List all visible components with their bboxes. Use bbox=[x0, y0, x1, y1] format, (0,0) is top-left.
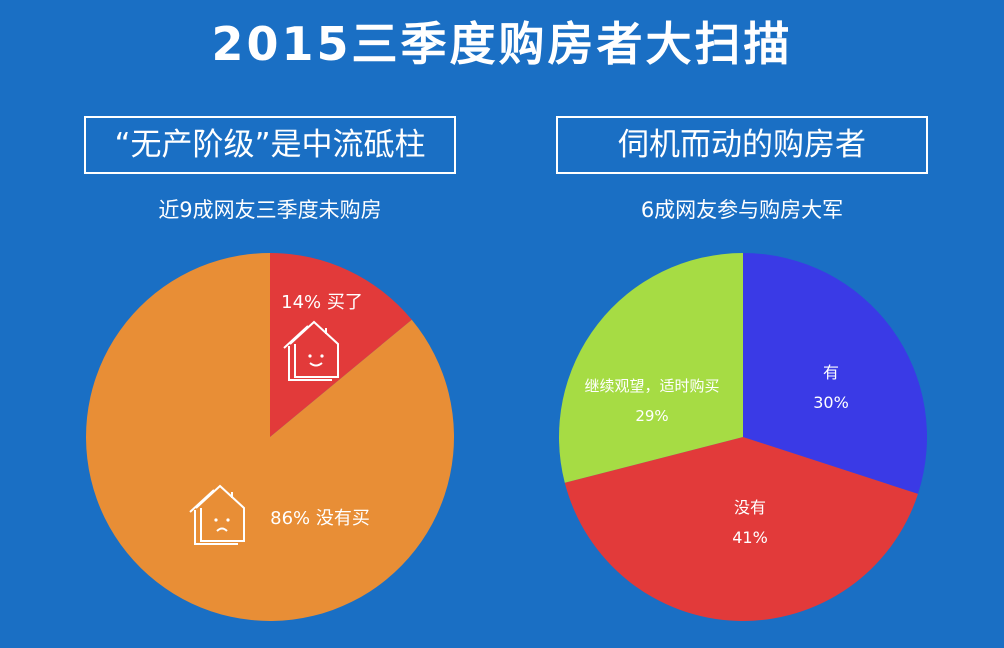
pie-slice-label: 30% bbox=[813, 393, 849, 412]
pie-slice-label: 29% bbox=[635, 407, 668, 425]
pie-slice bbox=[564, 437, 918, 621]
buyer-intent-pie-chart: 有 30% 没有 41% 继续观望，适时购买 29% bbox=[559, 253, 927, 621]
left-panel-subtitle: 近9成网友三季度未购房 bbox=[158, 198, 382, 222]
right-panel-title: 伺机而动的购房者 bbox=[618, 126, 866, 163]
pie-slice-label: 有 bbox=[823, 363, 839, 382]
pie-slice-label: 继续观望，适时购买 bbox=[584, 377, 719, 395]
pie-slice-label: 没有 bbox=[734, 498, 766, 517]
pie-slice bbox=[743, 253, 927, 494]
left-panel-title-box: “无产阶级”是中流砥柱 bbox=[84, 116, 456, 174]
right-panel-subtitle: 6成网友参与购房大军 bbox=[640, 198, 844, 222]
purchase-pie-chart: 14% 买了 86% 没有买 bbox=[86, 253, 454, 621]
page-title: 2015三季度购房者大扫描 bbox=[211, 17, 793, 71]
right-panel-title-box: 伺机而动的购房者 bbox=[556, 116, 928, 174]
pie-slice bbox=[86, 253, 454, 621]
pie-slice bbox=[559, 253, 743, 483]
happy-house-icon bbox=[283, 320, 339, 381]
pie-slice-label: 14% 买了 bbox=[281, 292, 363, 313]
pie-slice-label: 41% bbox=[732, 528, 768, 547]
left-panel-title: “无产阶级”是中流砥柱 bbox=[114, 126, 426, 163]
pie-slice bbox=[270, 253, 412, 437]
pie-slice-label: 86% 没有买 bbox=[270, 508, 370, 529]
sad-house-icon bbox=[189, 484, 245, 545]
